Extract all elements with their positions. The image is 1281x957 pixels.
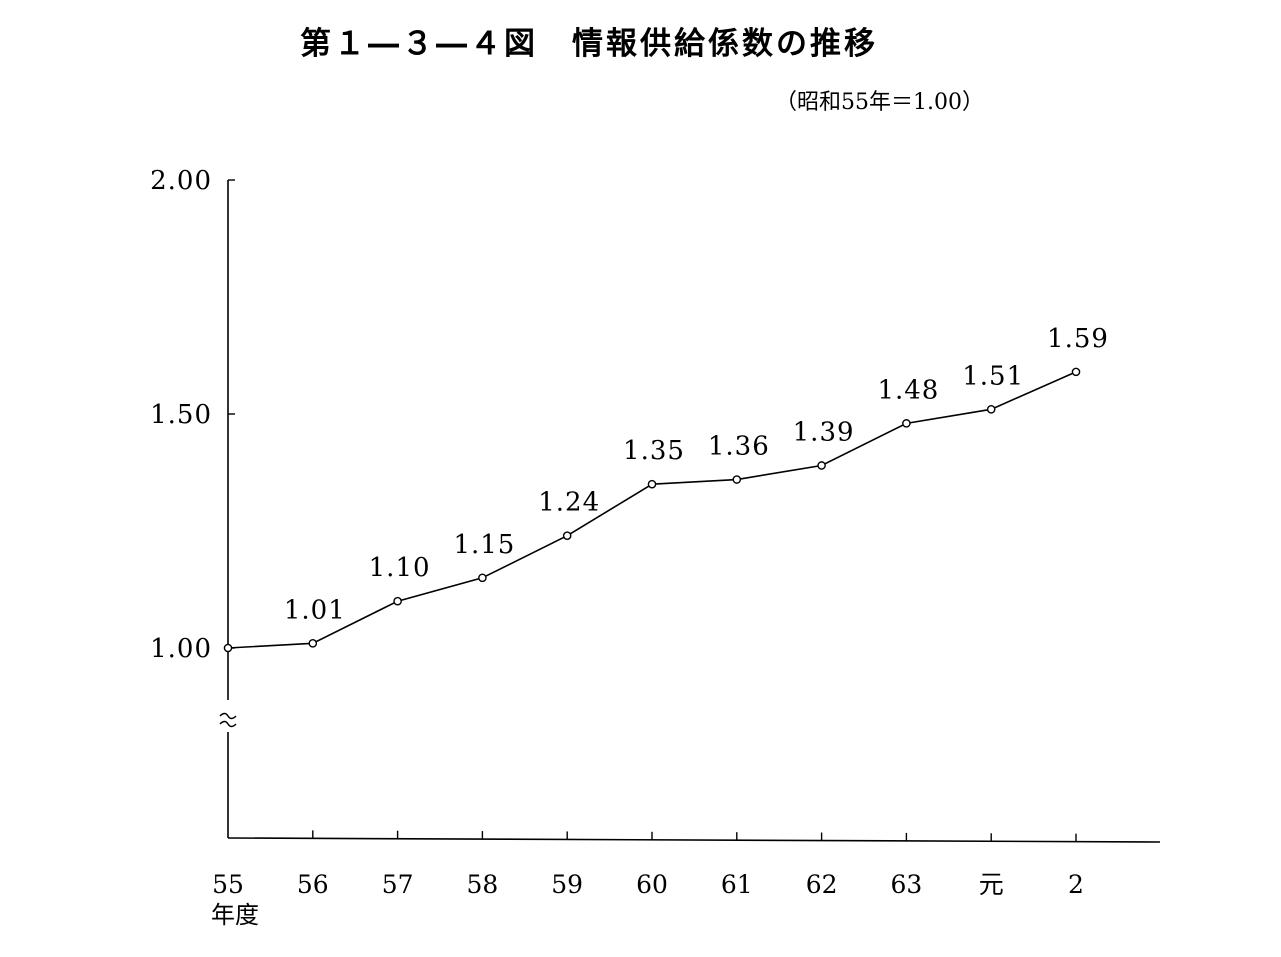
axis-break-icon [219,712,237,728]
x-axis-unit-label: 年度 [211,901,259,929]
x-tick-label: 62 [806,870,838,899]
y-tick-label: 1.00 [150,634,212,664]
data-point [647,479,657,489]
y-tick-label: 1.50 [150,400,212,430]
data-label: 1.51 [962,361,1024,391]
x-tick-label: 元 [979,870,1004,899]
data-label: 1.15 [453,530,515,560]
x-tick-label: 56 [297,870,329,899]
data-point [1071,367,1081,377]
data-label: 1.35 [623,436,685,466]
data-point [223,643,233,653]
data-label: 1.10 [369,553,431,583]
data-point [817,461,826,470]
x-tick-label: 58 [466,870,498,899]
data-point [478,573,487,583]
data-label: 1.39 [793,417,855,447]
data-label: 1.59 [1047,324,1109,354]
x-tick-label: 59 [551,870,583,899]
data-label: 1.01 [284,595,346,625]
chart-subtitle: （昭和55年＝1.00） [775,90,984,115]
series-line [227,371,1077,649]
y-tick-label: 2.00 [150,166,212,196]
x-tick-label: 61 [721,870,753,899]
chart-title: 第１―３―４図 情報供給係数の推移 [300,26,878,62]
x-tick-label: 2 [1068,870,1084,899]
data-point [308,639,318,648]
x-tick-label: 57 [382,870,414,899]
data-point [732,475,742,484]
x-tick-label: 63 [890,870,922,899]
data-point [393,596,402,606]
x-axis-line [227,837,1161,843]
data-point [986,405,996,414]
data-label: 1.36 [708,432,770,462]
x-tick-label: 55 [212,870,244,899]
data-point [562,531,572,540]
x-tick-label: 60 [636,870,668,899]
data-label: 1.48 [877,375,939,405]
data-label: 1.24 [538,488,600,518]
data-point [902,419,911,428]
